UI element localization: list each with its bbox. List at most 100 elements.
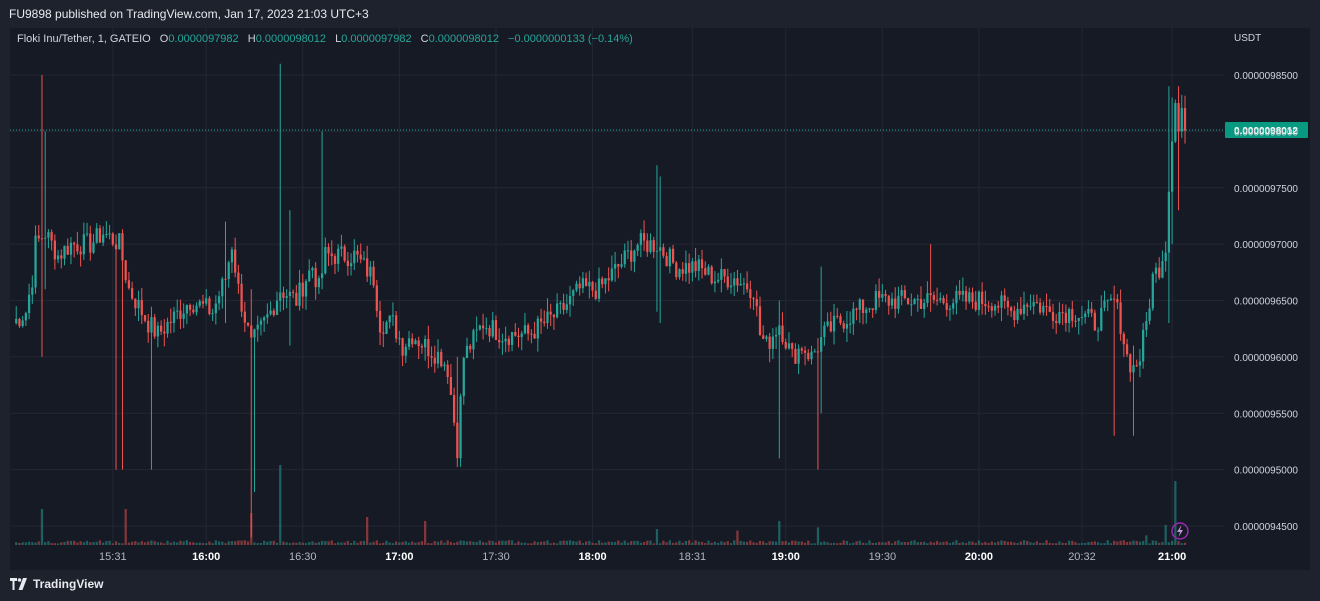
candle-body: [485, 328, 488, 330]
candle-body: [952, 303, 955, 309]
candle-body: [845, 323, 849, 329]
symbol-title[interactable]: Floki Inu/Tether, 1, GATEIO: [17, 33, 151, 45]
candle-body: [263, 317, 266, 321]
candle-body: [626, 250, 630, 252]
volume-bar: [803, 542, 807, 545]
volume-bar: [1122, 540, 1125, 545]
volume-bar: [910, 540, 913, 545]
lightning-icon[interactable]: [1171, 522, 1189, 540]
close-key: C: [420, 33, 429, 45]
volume-bar: [758, 540, 762, 545]
volume-bar: [1051, 543, 1055, 545]
volume-bar: [752, 542, 755, 545]
volume-bar: [923, 541, 926, 545]
candle-body: [475, 329, 478, 331]
candle-body: [140, 299, 143, 316]
tradingview-logo[interactable]: TradingView: [10, 577, 103, 591]
candle-body: [1038, 302, 1042, 313]
volume-bar: [401, 541, 404, 545]
time-tick-label: 15:31: [99, 551, 127, 563]
volume-bar: [681, 542, 684, 545]
candle-body: [913, 299, 916, 305]
candle-body: [227, 262, 230, 280]
volume-bar: [839, 542, 842, 545]
volume-bar: [1177, 541, 1180, 545]
candle-body: [472, 330, 475, 350]
volume-bar: [304, 543, 308, 545]
candle-body: [1061, 312, 1064, 314]
candle-body: [1183, 108, 1187, 131]
last-price-line: 0.0000098012: [10, 122, 1308, 139]
candle-body: [56, 255, 60, 260]
volume-bar: [1038, 542, 1042, 545]
volume-bar: [984, 541, 987, 545]
candle-body: [1100, 307, 1103, 331]
volume-bar: [578, 540, 581, 545]
candle-body: [533, 333, 536, 339]
volume-bar: [884, 542, 887, 545]
candle-body: [243, 311, 246, 323]
candle-body: [729, 285, 733, 288]
volume-bar: [900, 542, 903, 545]
candle-body: [523, 325, 527, 334]
volume-bar: [713, 541, 717, 545]
candle-body: [214, 303, 217, 314]
candle-body: [504, 338, 507, 342]
volume-bar: [76, 542, 79, 545]
candle-body: [713, 281, 717, 284]
time-tick-label: 16:00: [192, 551, 220, 563]
volume-bar: [124, 509, 127, 545]
candle-body: [549, 311, 552, 315]
candle-body: [105, 233, 108, 235]
volume-bar: [385, 540, 388, 545]
candle-body: [1154, 267, 1158, 274]
volume-bar: [449, 542, 453, 545]
lightning-icon-ring: [1171, 522, 1189, 540]
volume-bar: [465, 541, 469, 545]
candle-body: [108, 233, 111, 235]
volume-bar: [1032, 542, 1035, 545]
volume-bar: [134, 541, 137, 545]
volume-bar: [704, 543, 707, 545]
volume-bar: [845, 541, 849, 545]
candle-body: [150, 317, 153, 333]
tradingview-brand: TradingView: [33, 577, 104, 591]
candle-body: [1067, 309, 1071, 323]
volume-bar: [1084, 542, 1087, 545]
volume-bar: [1016, 542, 1019, 545]
volume-bar: [256, 543, 259, 545]
candle-body: [623, 250, 626, 265]
volume-bar: [1106, 540, 1109, 545]
volume-bar: [990, 541, 993, 545]
candle-body: [527, 325, 530, 334]
volume-bar: [1071, 540, 1074, 545]
candle-body: [865, 309, 868, 314]
candle-body: [427, 339, 430, 357]
volume-bar: [762, 541, 765, 545]
candle-body: [53, 240, 56, 260]
candle-body: [578, 283, 581, 289]
volume-bar: [791, 540, 794, 545]
volume-bar: [1148, 543, 1151, 545]
candle-body: [1177, 103, 1180, 132]
volume-bar: [95, 541, 98, 545]
volume-bar: [906, 542, 910, 545]
candle-body: [259, 320, 263, 325]
volume-bar: [108, 540, 111, 545]
candle-body: [733, 278, 736, 286]
volume-bar: [114, 541, 118, 545]
volume-bar: [179, 540, 182, 545]
candle-body: [1055, 320, 1058, 324]
candle-body: [224, 278, 227, 280]
volume-bar: [755, 542, 758, 545]
candle-body: [1032, 301, 1035, 307]
candle-body: [50, 232, 53, 241]
price-tick-label: 0.0000096500: [1234, 297, 1298, 308]
candle-body: [1051, 311, 1055, 321]
candle-body: [92, 242, 95, 253]
published-text: FU9898 published on TradingView.com, Jan…: [9, 7, 369, 21]
candle-body: [143, 315, 147, 321]
candle-body: [388, 315, 391, 323]
candle-body: [594, 290, 597, 299]
